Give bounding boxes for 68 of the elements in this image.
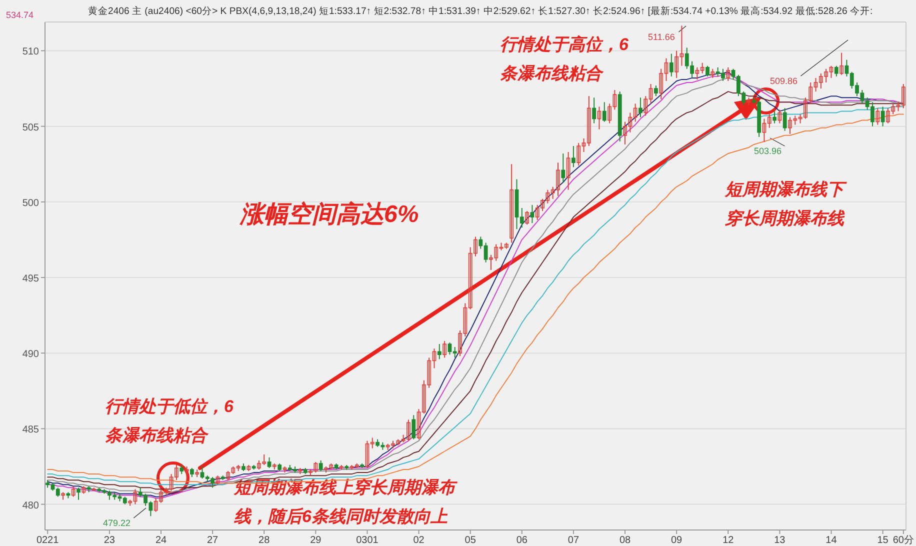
candlestick xyxy=(782,108,787,132)
candlestick xyxy=(510,164,514,244)
annotation: 行情处于高位，6条瀑布线粘合 xyxy=(500,35,629,83)
annotation: 涨幅空间高达6% xyxy=(239,200,419,228)
candlestick xyxy=(710,68,715,78)
x-tick-label: 24 xyxy=(155,535,167,546)
candlestick xyxy=(190,468,194,478)
y-tick-label: 505 xyxy=(22,122,40,134)
candlestick xyxy=(876,108,880,126)
candlestick xyxy=(597,106,602,130)
x-tick-label: 02 xyxy=(413,535,425,546)
candlestick xyxy=(442,340,447,358)
annotation: 509.86 xyxy=(770,76,798,86)
candlestick xyxy=(437,344,442,360)
candlestick xyxy=(267,456,272,469)
x-tick-label: 60分 xyxy=(892,534,914,546)
candlestick xyxy=(530,204,534,224)
candlestick xyxy=(180,464,184,475)
candlestick xyxy=(76,487,80,500)
x-tick-label: 13 xyxy=(774,535,786,546)
candlestick xyxy=(412,414,416,440)
x-tick-label: 23 xyxy=(104,535,116,546)
x-tick-label: 07 xyxy=(568,535,580,546)
x-tick-label: 08 xyxy=(619,535,632,546)
candlestick xyxy=(71,486,76,498)
y-tick-label: 495 xyxy=(22,274,40,285)
candlestick xyxy=(318,460,323,472)
candlestick xyxy=(61,492,65,500)
x-tick-label: 05 xyxy=(464,535,476,546)
candlestick xyxy=(561,153,566,183)
x-tick-label: 28 xyxy=(258,535,270,546)
y-tick-label: 500 xyxy=(22,198,40,209)
annotation: 短周期瀑布线下穿长周期瀑布线 xyxy=(724,180,847,228)
chart-subtitle: 黄金2406 主 (au2406) <60分> K PBX(4,6,9,13,18,24) 短1:533.17↑ 短2:532.78↑ 中1:531.39↑ 中2:529.62↑ 长1:527.30↑ 长2:524.96↑ [最新:534.74 +0.13% 最高:534.92 最低:528.26 今开: xyxy=(88,5,873,17)
candlestick xyxy=(669,53,674,77)
x-tick-label: 09 xyxy=(671,535,683,546)
candlestick xyxy=(572,145,576,168)
x-tick-label: 0221 xyxy=(36,535,60,546)
candlestick xyxy=(592,97,596,124)
annotation: 503.96 xyxy=(754,146,782,156)
x-tick-label: 15 xyxy=(877,535,889,546)
annotation: 479.22 xyxy=(103,518,131,528)
candlestick xyxy=(602,102,606,122)
candlestick xyxy=(566,152,570,190)
candlestick xyxy=(638,97,642,118)
candlestick xyxy=(216,475,220,486)
x-tick-label: 06 xyxy=(516,535,528,546)
candlestick xyxy=(525,210,530,226)
x-tick-label: 29 xyxy=(310,535,322,546)
candlestick xyxy=(706,65,710,77)
annotation: 行情处于低位，6条瀑布线粘合 xyxy=(105,397,234,445)
candlestick xyxy=(184,466,189,482)
x-tick-label: 27 xyxy=(206,535,219,546)
candlestick xyxy=(778,109,782,124)
y-tick-label: 480 xyxy=(22,500,40,512)
y-tick-label: 490 xyxy=(22,349,40,360)
candlestick xyxy=(726,66,730,82)
candlestick xyxy=(654,85,658,97)
text: 534.74 xyxy=(6,10,34,20)
candlestick xyxy=(840,52,844,76)
y-tick-label: 510 xyxy=(22,46,40,58)
candlestick xyxy=(834,65,838,77)
annotation: 511.66 xyxy=(648,32,675,42)
y-tick-label: 485 xyxy=(22,424,40,436)
x-tick-label: 14 xyxy=(826,535,838,546)
x-tick-label: 12 xyxy=(722,535,734,546)
candlestick xyxy=(772,110,776,124)
x-tick-label: 0301 xyxy=(356,535,379,546)
